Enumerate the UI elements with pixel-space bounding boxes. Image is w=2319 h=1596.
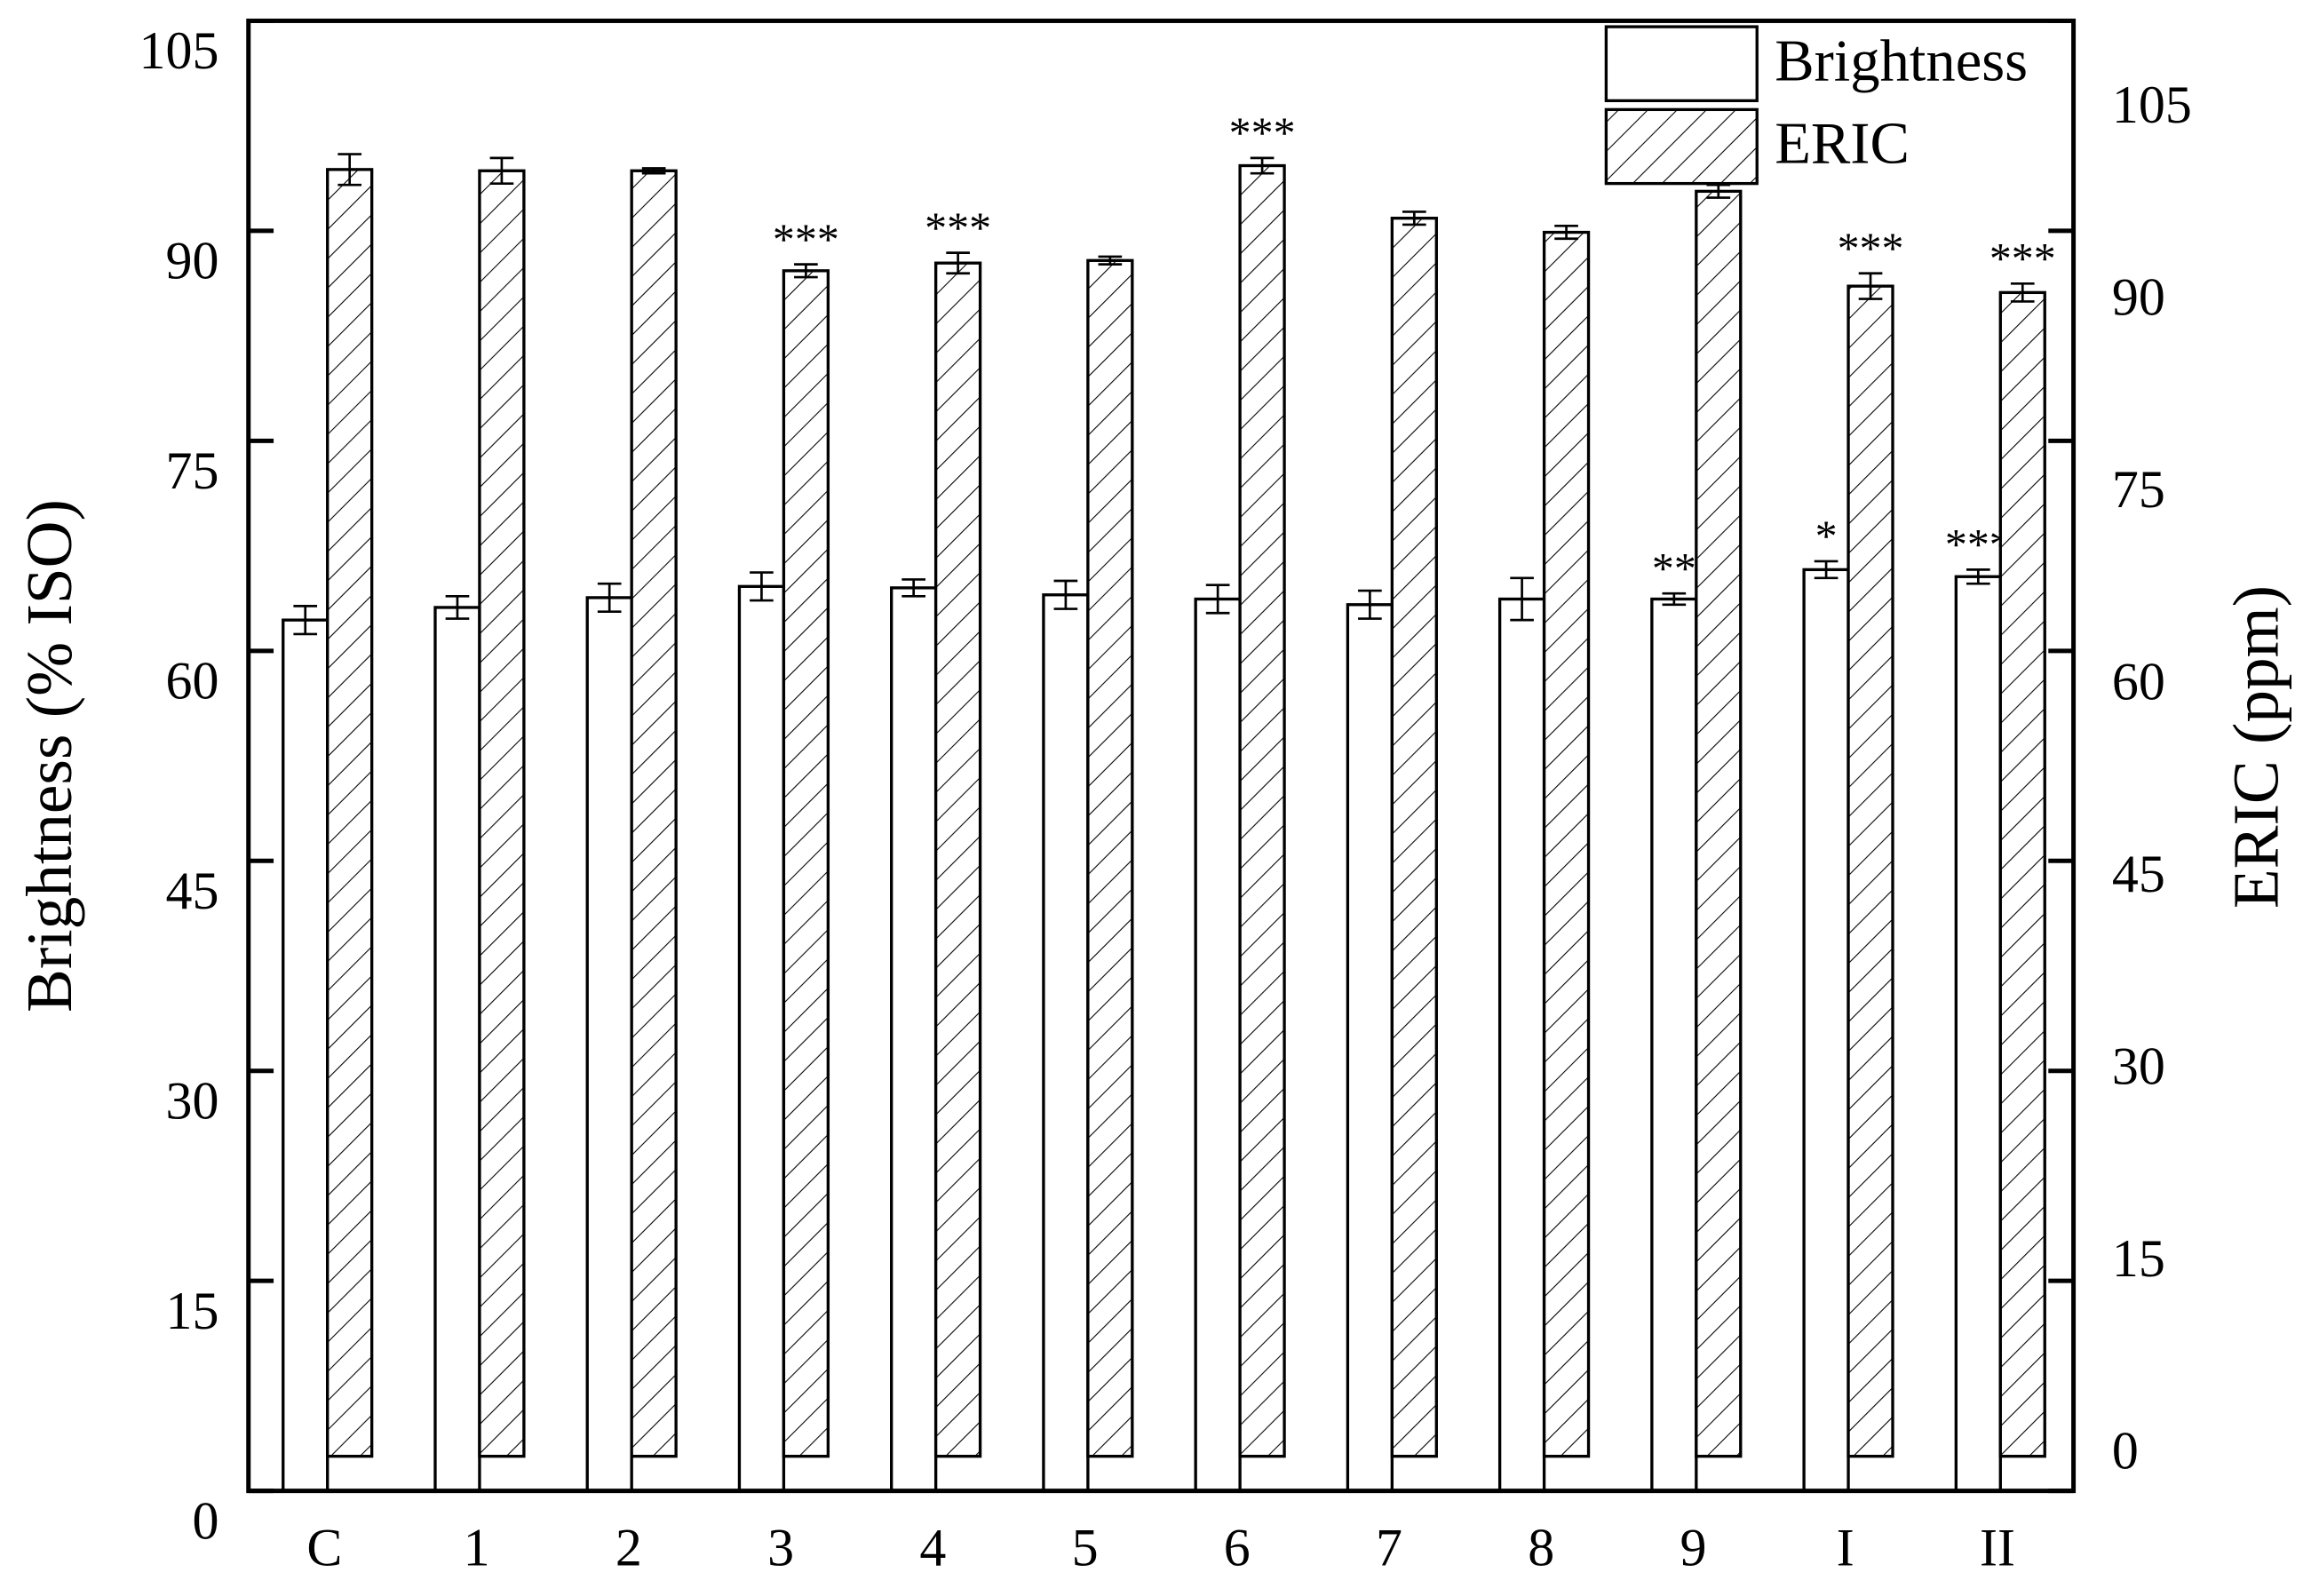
y2-tick-label: 75: [2112, 460, 2165, 519]
y-tick-label: 45: [166, 862, 219, 920]
bar: [933, 261, 982, 1458]
y2-tick-label: 60: [2112, 653, 2165, 711]
y2-tick-label: 45: [2112, 845, 2165, 903]
x-tick-label: I: [1837, 1518, 1854, 1576]
bar: [1695, 189, 1743, 1458]
legend-swatch: [1604, 25, 1759, 103]
x-tick-label: C: [306, 1518, 342, 1576]
bar: [478, 169, 526, 1458]
bar: [1954, 575, 2002, 1493]
significance-label: ***: [1838, 223, 1904, 273]
error-bar: [750, 571, 774, 602]
legend-swatch: [1604, 107, 1759, 186]
significance-label: *: [1815, 511, 1838, 560]
error-bar: [946, 251, 970, 275]
y2-tick-label: 90: [2112, 268, 2165, 327]
bar: [1650, 597, 1698, 1493]
significance-label: **: [1652, 543, 1696, 592]
bar: [1802, 568, 1850, 1493]
error-bar: [1662, 592, 1687, 607]
y2-tick-label: 105: [2112, 75, 2192, 134]
legend-label: Brightness: [1775, 28, 2028, 93]
y-tick-label: 90: [166, 232, 219, 290]
significance-label: ***: [773, 214, 839, 264]
significance-label: ***: [1229, 107, 1296, 157]
error-bar: [597, 582, 622, 614]
bar: [326, 168, 374, 1458]
error-bar: [1510, 576, 1534, 622]
x-tick-label: 4: [919, 1518, 946, 1576]
bar: [890, 586, 938, 1493]
bar: [1194, 597, 1242, 1493]
bar: [1998, 290, 2046, 1458]
bar: [782, 269, 830, 1458]
x-tick-label: 2: [615, 1518, 642, 1576]
error-bar: [1205, 584, 1230, 615]
y2-tick-label: 15: [2112, 1229, 2165, 1288]
bar: [1846, 284, 1894, 1458]
x-tick-label: 3: [767, 1518, 794, 1576]
x-tick-label: 8: [1528, 1518, 1554, 1576]
bar: [433, 606, 481, 1493]
x-tick-label: 1: [464, 1518, 490, 1576]
legend-label: ERIC: [1775, 112, 1910, 177]
bar: [1542, 230, 1591, 1458]
y2-tick-label: 30: [2112, 1037, 2165, 1096]
error-bar: [1858, 272, 1883, 300]
y-tick-label: 0: [192, 1491, 218, 1550]
error-bar: [338, 153, 361, 187]
bar: [630, 169, 678, 1458]
error-bar: [1554, 225, 1578, 241]
bar: [737, 584, 786, 1493]
significance-label: ***: [925, 202, 991, 252]
error-bar: [1402, 210, 1426, 226]
bar: [585, 596, 633, 1493]
x-tick-label: 6: [1224, 1518, 1251, 1576]
bar: [1497, 597, 1546, 1493]
error-bar: [489, 156, 514, 186]
y-tick-label: 15: [166, 1282, 219, 1340]
error-bar: [1098, 255, 1123, 266]
error-bar: [641, 167, 666, 175]
bar: [282, 618, 330, 1493]
error-bar: [1814, 560, 1839, 580]
y2-axis-title: ERIC (ppm): [2220, 585, 2292, 909]
x-tick-label: II: [1980, 1518, 2015, 1576]
bar: [1086, 258, 1134, 1458]
bar: [1390, 217, 1438, 1458]
error-bar: [1358, 589, 1382, 620]
y-axis-title: Brightness (% ISO): [13, 499, 85, 1012]
error-bar: [2010, 282, 2035, 303]
significance-label: ***: [1989, 233, 2056, 282]
x-tick-label: 5: [1072, 1518, 1099, 1576]
error-bar: [445, 595, 470, 620]
bar: [1238, 163, 1286, 1458]
error-bar: [1250, 156, 1275, 175]
error-bar: [293, 605, 318, 636]
error-bar: [1966, 568, 1990, 585]
bar: [1346, 603, 1394, 1493]
y2-tick-label: 0: [2112, 1421, 2139, 1480]
x-tick-label: 9: [1680, 1518, 1707, 1576]
plot-frame: [246, 18, 2077, 1494]
y-tick-label: 30: [166, 1071, 219, 1130]
y-tick-label: 75: [166, 441, 219, 500]
y-tick-label: 60: [166, 652, 219, 711]
error-bar: [794, 263, 818, 279]
y-tick-label: 105: [139, 21, 219, 80]
error-bar: [1053, 579, 1078, 610]
bar: [1042, 593, 1090, 1493]
x-tick-label: 7: [1376, 1518, 1402, 1576]
error-bar: [901, 578, 925, 598]
